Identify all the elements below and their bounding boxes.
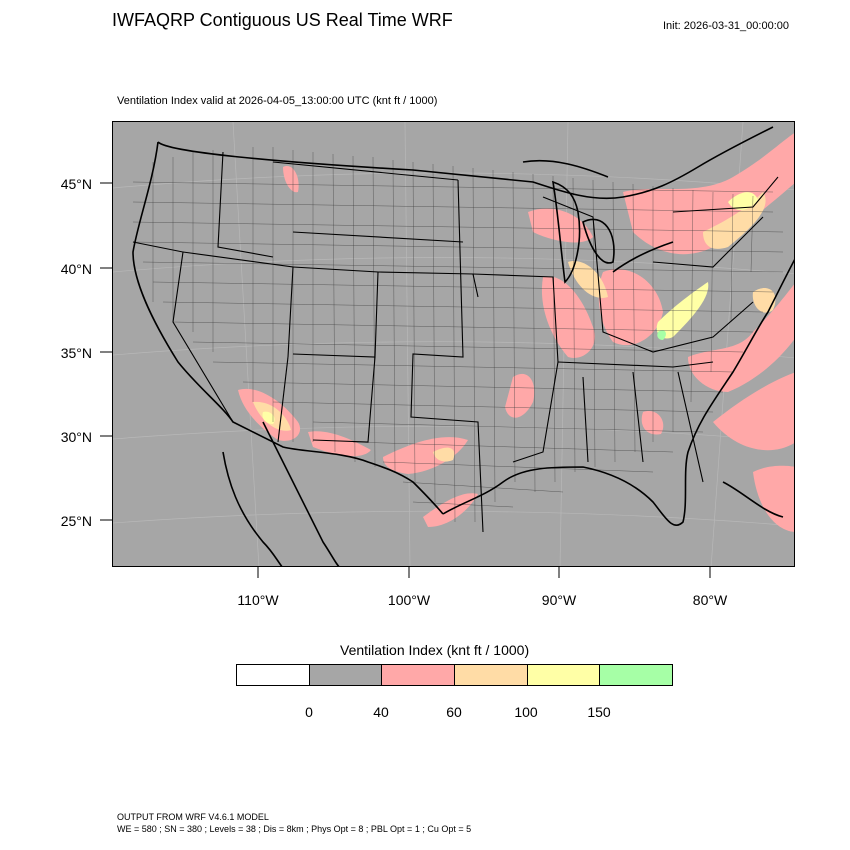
- graticule-lat-45: [113, 172, 794, 191]
- baja-california: [222, 451, 283, 566]
- legend-color-box: [236, 664, 310, 686]
- legend-tick-150: 150: [587, 704, 611, 720]
- county-boundaries: [132, 147, 784, 523]
- state-line-arizona-nm: [277, 356, 289, 443]
- vi-area-montana: [283, 166, 299, 193]
- vi-area-virginia-peak: [657, 330, 666, 340]
- vi-area-nm: [308, 431, 371, 457]
- lat-label-30n: 30°N: [60, 429, 92, 445]
- vi-area-georgia: [641, 411, 664, 435]
- lat-label-40n: 40°N: [60, 261, 92, 277]
- legend-color-box: [599, 664, 673, 686]
- vi-over-150-areas: [657, 330, 666, 340]
- vi-area-northeast: [623, 133, 794, 255]
- vi-area-new-york: [728, 192, 758, 211]
- legend-color-box: [308, 664, 383, 686]
- model-footer-line-1: OUTPUT FROM WRF V4.6.1 MODEL: [117, 812, 269, 822]
- vi-area-arizona-peak: [262, 411, 275, 424]
- west-coast-and-mexico-border: [132, 141, 444, 515]
- state-line-nevada: [132, 241, 234, 423]
- legend-tick-40: 40: [373, 704, 389, 720]
- state-line-northeast: [652, 176, 779, 268]
- map-subtitle: Ventilation Index valid at 2026-04-05_13…: [117, 95, 438, 107]
- lon-label-100w: 100°W: [387, 592, 431, 608]
- ventilation-index-map: [113, 122, 794, 566]
- lat-label-35n: 35°N: [60, 345, 92, 361]
- color-legend-bar: [236, 664, 673, 688]
- legend-color-box: [454, 664, 528, 686]
- bahamas-cuba: [722, 481, 784, 518]
- graticule-lat-30: [113, 425, 794, 443]
- state-line-idaho: [217, 151, 274, 258]
- model-footer-line-2: WE = 580 ; SN = 380 ; Levels = 38 ; Dis …: [117, 824, 472, 834]
- vi-area-wisconsin: [528, 208, 593, 243]
- vi-area-offshore: [713, 372, 794, 451]
- legend-color-box: [381, 664, 455, 686]
- legend-tick-100: 100: [514, 704, 538, 720]
- legend-tick-60: 60: [446, 704, 462, 720]
- mexico-west-coast: [262, 421, 340, 566]
- lake-erie: [612, 241, 674, 273]
- graticule-lon-110: [232, 122, 260, 566]
- vi-100-150-areas: [262, 192, 758, 424]
- vi-area-atlantic-coast: [688, 284, 794, 392]
- state-line-new-mexico: [312, 356, 376, 443]
- state-line-midwest: [542, 196, 754, 353]
- map-panel: [112, 121, 795, 567]
- lat-label-25n: 25°N: [60, 513, 92, 529]
- lake-superior: [522, 159, 609, 178]
- state-line-texas-oklahoma: [410, 179, 484, 533]
- vi-area-appalachian: [656, 282, 709, 339]
- vi-area-arkansas: [505, 373, 535, 418]
- init-time-label: Init: 2026-03-31_00:00:00: [663, 20, 789, 32]
- vi-area-indiana: [568, 261, 608, 298]
- vi-40-60-areas: [238, 133, 794, 532]
- state-boundaries: [132, 151, 779, 533]
- vi-area-texas-high: [433, 447, 455, 462]
- county-lines-vertical: [152, 147, 754, 523]
- graticule-lon-100: [404, 122, 411, 566]
- main-title: IWFAQRP Contiguous US Real Time WRF: [112, 10, 453, 30]
- vi-area-illinois: [541, 276, 595, 358]
- vi-area-west-texas: [383, 437, 468, 474]
- country-boundaries: [132, 126, 794, 566]
- legend-color-box: [526, 664, 601, 686]
- vi-area-ohio-valley: [598, 269, 663, 346]
- county-lines-horizontal: [132, 181, 784, 508]
- lake-michigan: [551, 180, 581, 284]
- vi-area-virginia: [752, 288, 776, 313]
- lake-huron: [582, 218, 615, 264]
- legend-title: Ventilation Index (knt ft / 1000): [340, 642, 530, 658]
- canada-border: [157, 126, 774, 200]
- lat-label-45n: 45°N: [60, 176, 92, 192]
- lon-ticks: [257, 566, 711, 578]
- lat-ticks: [100, 182, 112, 521]
- legend-tick-0: 0: [305, 704, 313, 720]
- lon-label-110w: 110°W: [237, 592, 279, 608]
- graticule-lat-35: [113, 341, 794, 359]
- lon-label-80w: 80°W: [692, 592, 728, 608]
- lon-label-90w: 90°W: [541, 592, 577, 608]
- state-line-southeast: [557, 361, 714, 483]
- vi-area-offshore-south: [753, 465, 794, 532]
- state-line-colorado: [292, 266, 379, 358]
- gulf-and-atlantic-coast: [442, 259, 794, 526]
